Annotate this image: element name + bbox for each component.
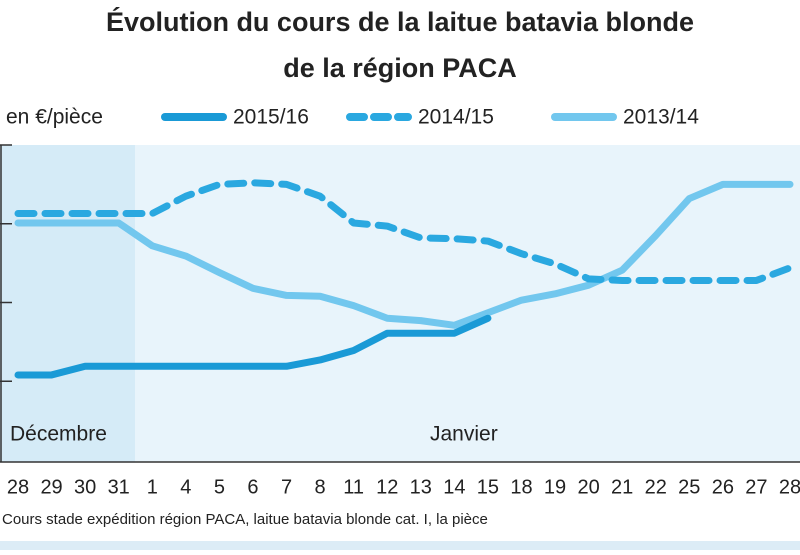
x-tick-label: 11: [343, 476, 364, 498]
footnote: Cours stade expédition région PACA, lait…: [2, 511, 488, 528]
x-tick-label: 28: [7, 476, 29, 498]
x-tick-label: 12: [376, 476, 398, 498]
annotation: Janvier: [430, 423, 498, 446]
legend-label: 2014/15: [418, 106, 494, 129]
x-tick-label: 22: [645, 476, 667, 498]
x-tick-label: 21: [611, 476, 633, 498]
chart-title: de la région PACA: [283, 53, 517, 83]
x-tick-label: 18: [510, 476, 532, 498]
legend-label: 2015/16: [233, 106, 309, 129]
annotation: Décembre: [10, 423, 107, 446]
x-tick-label: 26: [712, 476, 734, 498]
series-line: [14, 179, 794, 284]
x-tick-label: 31: [108, 476, 130, 498]
series-line: [14, 314, 492, 379]
x-tick-label: 1: [147, 476, 158, 498]
x-tick-label: 4: [180, 476, 191, 498]
chart-title: Évolution du cours de la laitue batavia …: [106, 6, 694, 37]
x-tick-label: 6: [247, 476, 258, 498]
x-tick-label: 25: [678, 476, 700, 498]
footer-strip: [0, 541, 800, 550]
december-band: [0, 145, 135, 462]
x-tick-label: 7: [281, 476, 292, 498]
x-tick-label: 5: [214, 476, 225, 498]
x-tick-label: 20: [577, 476, 599, 498]
x-tick-label: 13: [410, 476, 432, 498]
y-unit: en €/pièce: [6, 106, 103, 129]
x-tick-label: 28: [779, 476, 800, 498]
x-tick-label: 19: [544, 476, 566, 498]
x-tick-label: 15: [477, 476, 499, 498]
x-tick-label: 30: [74, 476, 96, 498]
x-tick-label: 14: [443, 476, 465, 498]
x-tick-label: 8: [315, 476, 326, 498]
x-tick-label: 27: [745, 476, 767, 498]
legend-label: 2013/14: [623, 106, 699, 129]
x-tick-label: 29: [40, 476, 62, 498]
series-line: [14, 180, 794, 329]
